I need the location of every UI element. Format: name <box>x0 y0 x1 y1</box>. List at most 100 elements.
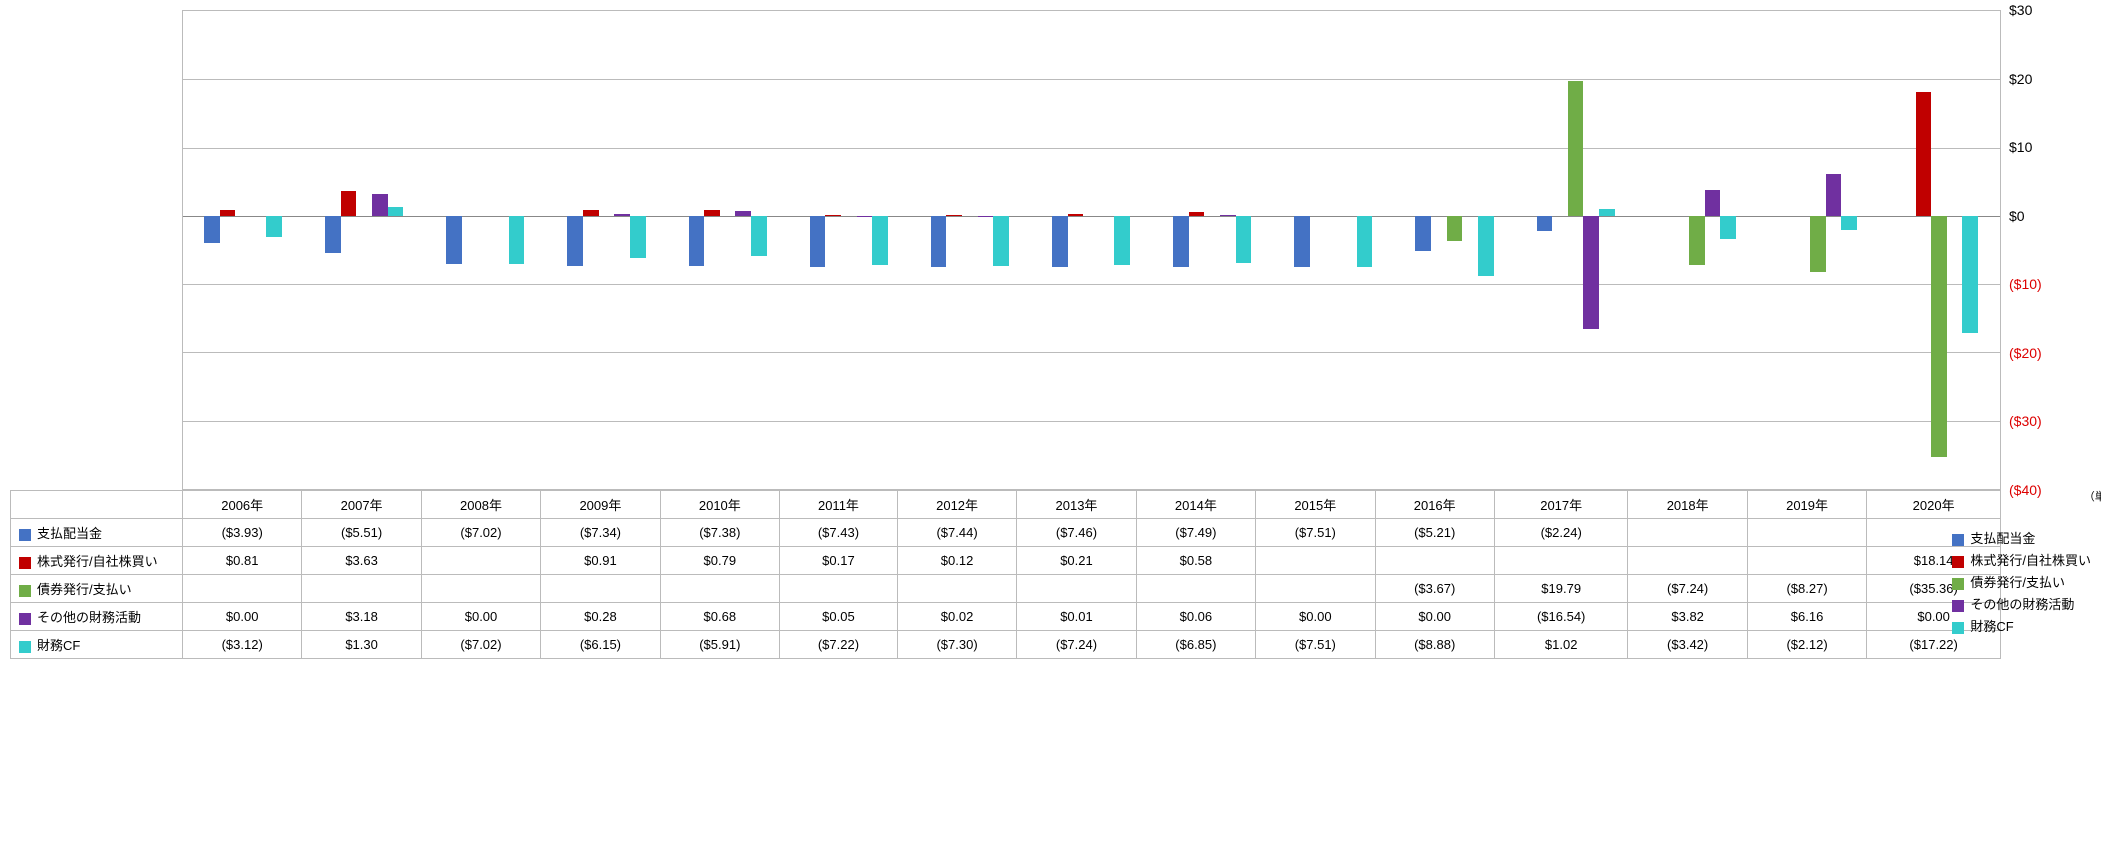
table-cell <box>1375 547 1494 575</box>
legend-marker <box>19 641 31 653</box>
y-tick-label: ($40) <box>2009 482 2042 498</box>
table-cell: $0.01 <box>1017 603 1136 631</box>
unit-label: （単位:百万USD） <box>2084 488 2101 504</box>
bar <box>325 216 341 254</box>
year-header: 2018年 <box>1628 491 1747 519</box>
data-table-area: 2006年2007年2008年2009年2010年2011年2012年2013年… <box>10 490 2091 659</box>
table-cell: ($7.24) <box>1628 575 1747 603</box>
year-group <box>910 11 1031 489</box>
legend-marker <box>19 613 31 625</box>
table-cell: ($7.44) <box>897 519 1016 547</box>
bar <box>872 216 888 265</box>
table-cell: $19.79 <box>1494 575 1628 603</box>
table-cell: ($2.24) <box>1494 519 1628 547</box>
bar <box>1189 212 1205 216</box>
legend-marker <box>19 557 31 569</box>
year-header: 2015年 <box>1256 491 1375 519</box>
row-header: 株式発行/自社株買い <box>11 547 183 575</box>
table-cell <box>1494 547 1628 575</box>
bar <box>1705 190 1721 216</box>
bar <box>1931 216 1947 457</box>
data-table: 2006年2007年2008年2009年2010年2011年2012年2013年… <box>10 490 2001 659</box>
table-cell <box>183 575 302 603</box>
bar <box>825 215 841 216</box>
table-cell <box>1747 547 1866 575</box>
bar <box>1568 81 1584 216</box>
year-header: 2019年 <box>1747 491 1866 519</box>
table-cell: $0.06 <box>1136 603 1255 631</box>
y-tick-label: $10 <box>2009 139 2032 155</box>
table-cell: $3.82 <box>1628 603 1747 631</box>
bar <box>1810 216 1826 272</box>
plot-area <box>182 10 2001 490</box>
table-cell: ($5.51) <box>302 519 421 547</box>
chart-wrapper: （単位:百万USD） $30$20$10$0($10)($20)($30)($4… <box>10 10 2091 490</box>
year-group <box>1273 11 1394 489</box>
bar <box>735 211 751 216</box>
year-group <box>1758 11 1879 489</box>
table-cell: $0.00 <box>1256 603 1375 631</box>
table-cell: ($8.88) <box>1375 631 1494 659</box>
table-cell: $6.16 <box>1747 603 1866 631</box>
table-cell: $0.91 <box>541 547 660 575</box>
table-cell <box>1017 575 1136 603</box>
bar <box>1052 216 1068 267</box>
table-cell <box>660 575 779 603</box>
table-cell: ($3.12) <box>183 631 302 659</box>
y-axis: （単位:百万USD） $30$20$10$0($10)($20)($30)($4… <box>2001 10 2091 490</box>
table-cell <box>1256 547 1375 575</box>
bar <box>266 216 282 237</box>
bar <box>1826 174 1842 216</box>
legend-marker <box>19 585 31 597</box>
table-cell: $0.28 <box>541 603 660 631</box>
table-cell: $0.00 <box>1375 603 1494 631</box>
bar <box>751 216 767 256</box>
year-group <box>1879 11 2000 489</box>
bar <box>583 210 599 216</box>
left-spacer <box>10 10 182 490</box>
row-header: 債券発行/支払い <box>11 575 183 603</box>
legend-marker <box>19 529 31 541</box>
bar <box>567 216 583 266</box>
bar <box>204 216 220 243</box>
bar <box>1294 216 1310 267</box>
bar <box>704 210 720 215</box>
table-cell: $0.17 <box>780 547 898 575</box>
year-header: 2006年 <box>183 491 302 519</box>
bar <box>689 216 705 266</box>
table-cell <box>1628 519 1747 547</box>
table-cell: ($7.46) <box>1017 519 1136 547</box>
bar <box>1114 216 1130 265</box>
table-cell <box>302 575 421 603</box>
legend-marker <box>1952 534 1964 546</box>
bar <box>1720 216 1736 239</box>
year-header: 2007年 <box>302 491 421 519</box>
bar <box>1173 216 1189 267</box>
year-group <box>546 11 667 489</box>
header-blank <box>11 491 183 519</box>
year-group <box>425 11 546 489</box>
table-cell: ($7.02) <box>421 519 540 547</box>
table-cell: $0.00 <box>183 603 302 631</box>
bar <box>810 216 826 267</box>
table-cell: ($3.42) <box>1628 631 1747 659</box>
legend-item: 支払配当金 <box>1952 528 2091 547</box>
table-cell: $0.12 <box>897 547 1016 575</box>
legend-right: 支払配当金株式発行/自社株買い債券発行/支払いその他の財務活動財務CF <box>1952 525 2091 638</box>
table-cell <box>1136 575 1255 603</box>
year-header: 2013年 <box>1017 491 1136 519</box>
bar <box>1841 216 1857 230</box>
bar <box>946 215 962 216</box>
bar <box>1447 216 1463 241</box>
table-cell: ($7.02) <box>421 631 540 659</box>
bar <box>1537 216 1553 231</box>
table-body: 支払配当金($3.93)($5.51)($7.02)($7.34)($7.38)… <box>11 519 2001 659</box>
year-header: 2016年 <box>1375 491 1494 519</box>
year-group <box>304 11 425 489</box>
year-group <box>183 11 304 489</box>
year-group <box>1031 11 1152 489</box>
table-header-row: 2006年2007年2008年2009年2010年2011年2012年2013年… <box>11 491 2001 519</box>
table-cell: ($16.54) <box>1494 603 1628 631</box>
table-cell: $0.02 <box>897 603 1016 631</box>
plot-inner <box>183 11 2000 489</box>
